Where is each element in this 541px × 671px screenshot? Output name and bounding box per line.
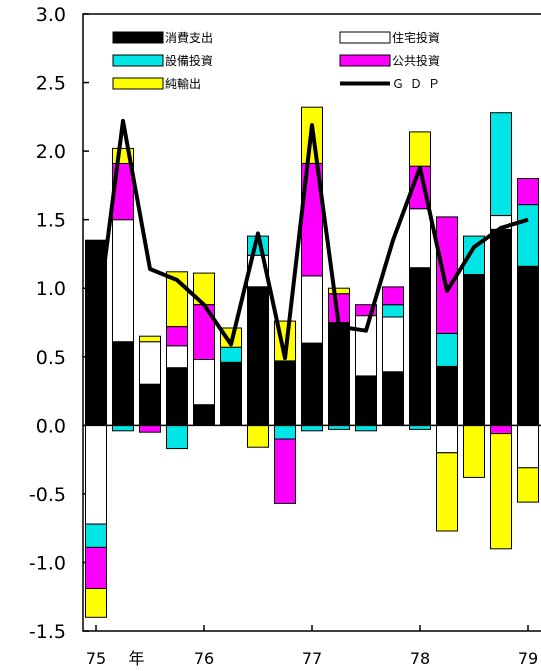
legend-label: 公共投資 (392, 53, 440, 68)
gdp-line-series (94, 118, 529, 361)
legend-label: 消費支出 (165, 30, 213, 45)
bar-segment-4-13 (436, 452, 458, 532)
x-tick-label: 年 (128, 649, 144, 668)
y-tick-label: 3.0 (36, 4, 66, 26)
bar-segment-0-2 (139, 383, 161, 426)
bar-segment-0-16 (517, 265, 539, 426)
legend-label: 設備投資 (165, 53, 213, 68)
bar-segment-0-12 (409, 267, 431, 426)
bar-segment-0-3 (166, 367, 188, 426)
plot-frame (82, 13, 541, 632)
legend-label: ＧＤＰ (392, 77, 446, 91)
bar-segment-1-13 (436, 424, 458, 454)
bar-segment-0-9 (328, 322, 350, 426)
legend-box (100, 20, 520, 98)
bar-segment-0-5 (220, 361, 242, 426)
bar-segment-1-3 (166, 345, 188, 369)
y-tick-label: 2.5 (36, 73, 66, 95)
bar-segment-3-13 (436, 216, 458, 334)
y-tick-label: -1.0 (29, 552, 66, 574)
bar-segment-1-0 (85, 424, 107, 525)
bar-segment-4-6 (247, 424, 269, 448)
bar-segment-3-11 (382, 286, 404, 306)
bar-segment-3-16 (517, 178, 539, 206)
bar-segment-0-14 (463, 274, 485, 426)
bar-segment-4-15 (490, 433, 512, 550)
gdp-line (94, 118, 529, 361)
bar-segment-3-3 (166, 326, 188, 347)
bar-segment-1-11 (382, 316, 404, 373)
legend-swatch (112, 31, 164, 44)
bar-segment-4-14 (463, 424, 485, 478)
y-tick-label: -0.5 (29, 484, 66, 506)
bar-segment-0-6 (247, 286, 269, 426)
bar-segment-2-15 (490, 112, 512, 216)
bar-segment-1-8 (301, 275, 323, 344)
bar-segment-4-16 (517, 467, 539, 503)
x-tick-label: 77 (302, 649, 322, 668)
y-tick-label: 0.5 (36, 347, 66, 369)
bar-segment-4-2 (139, 335, 161, 343)
bar-segment-0-7 (274, 360, 296, 426)
bar-segment-0-11 (382, 371, 404, 426)
bar-segment-2-13 (436, 333, 458, 367)
bar-segment-2-7 (274, 424, 296, 440)
bar-segment-2-10 (355, 424, 377, 432)
bar-segment-0-1 (112, 341, 134, 426)
x-tick-label: 75 (86, 649, 106, 668)
bar-segment-2-1 (112, 424, 134, 432)
bar-segment-1-16 (517, 424, 539, 469)
bar-segment-2-11 (382, 304, 404, 318)
y-tick-label: 1.0 (36, 278, 66, 300)
bar-segment-0-10 (355, 375, 377, 426)
bar-segment-2-5 (220, 346, 242, 363)
plot-border (82, 13, 541, 632)
bar-segment-2-0 (85, 523, 107, 548)
bar-segment-2-8 (301, 424, 323, 432)
legend-swatch (112, 54, 164, 67)
bar-segment-4-9 (328, 287, 350, 295)
y-tick-label: 0.0 (36, 415, 66, 437)
bar-segment-1-2 (139, 341, 161, 385)
y-axis-labels: 3.0 2.5 2.0 1.5 1.0 0.5 0.0 -0.5 -1.0 -1.5 (29, 4, 66, 643)
bar-segment-1-1 (112, 219, 134, 343)
stacked-bars (85, 106, 539, 618)
bar-segment-0-4 (193, 404, 215, 426)
x-tick-label: 78 (410, 649, 430, 668)
x-tick-label: 79 (518, 649, 538, 668)
bar-segment-4-0 (85, 588, 107, 618)
bar-segment-1-12 (409, 208, 431, 269)
bar-segment-1-4 (193, 359, 215, 406)
y-tick-label: -1.5 (29, 621, 66, 643)
bar-segment-0-8 (301, 342, 323, 426)
bar-segment-0-15 (490, 228, 512, 426)
legend-label: 住宅投資 (392, 30, 440, 45)
bar-segment-3-15 (490, 424, 512, 434)
bar-segment-3-7 (274, 438, 296, 504)
bar-segment-2-3 (166, 424, 188, 450)
y-tick-label: 2.0 (36, 141, 66, 163)
bar-segment-2-16 (517, 204, 539, 267)
bar-segment-3-10 (355, 304, 377, 317)
legend-label: 純輸出 (165, 76, 201, 91)
bar-segment-4-12 (409, 131, 431, 167)
y-tick-label: 1.5 (36, 210, 66, 232)
x-axis-labels: 75 年 76 77 78 79 (86, 649, 538, 668)
bar-segment-0-13 (436, 365, 458, 426)
legend-swatch (339, 31, 391, 44)
x-tick-label: 76 (194, 649, 214, 668)
legend-swatch (339, 54, 391, 67)
legend-swatch (112, 77, 164, 90)
bar-segment-3-0 (85, 546, 107, 590)
bar-segment-3-2 (139, 424, 161, 433)
